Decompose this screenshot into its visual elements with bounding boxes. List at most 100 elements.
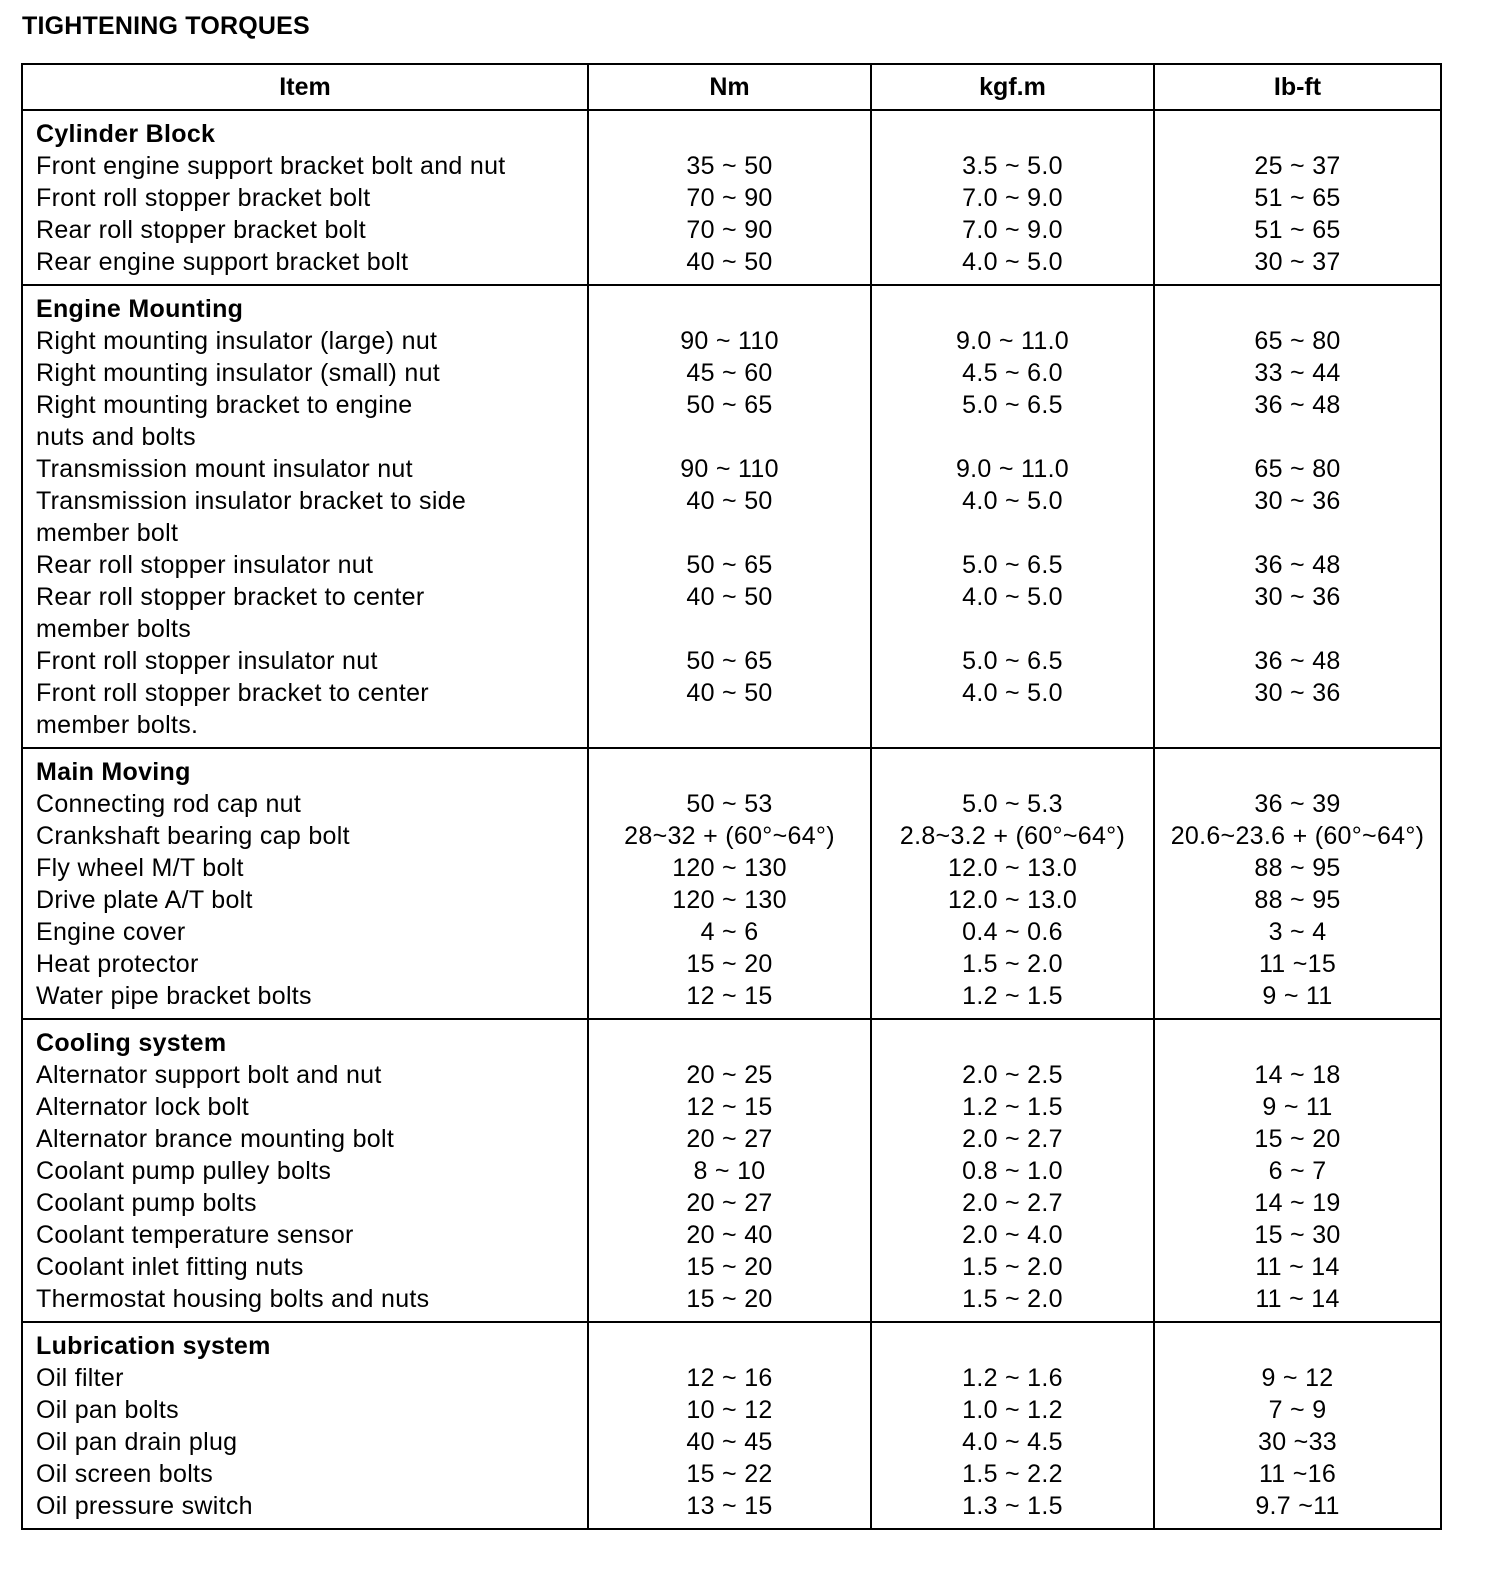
- torque-value-nm: 12 ~ 15: [686, 1093, 773, 1121]
- table-section: Cooling system Alternator support bolt an…: [21, 1018, 1442, 1323]
- nm-cell: 50 ~ 53 28~32 + (60°~64°) 120 ~ 130 120 ~ 1…: [587, 747, 872, 1020]
- torque-value-kgf: 2.0 ~ 2.7: [962, 1189, 1063, 1217]
- torque-value-nm: 4 ~ 6: [700, 918, 759, 946]
- torque-value-nm: 15 ~ 22: [686, 1460, 773, 1488]
- torque-value-nm: 40 ~ 50: [686, 679, 773, 707]
- item-name: Connecting rod cap nut: [36, 790, 302, 818]
- kgfm-cell: 3.5 ~ 5.0 7.0 ~ 9.0 7.0 ~ 9.0 4.0 ~ 5.0: [870, 109, 1155, 286]
- item-name: Transmission mount insulator nut: [36, 455, 413, 483]
- item-name: member bolts.: [36, 711, 199, 739]
- spacer-line: [872, 1027, 1153, 1059]
- column-header-item: Item: [21, 63, 589, 111]
- torque-value-lbft: 9 ~ 11: [1262, 982, 1333, 1010]
- item-name: Coolant temperature sensor: [36, 1221, 354, 1249]
- header-row: Item Nm kgf.m Ib-ft: [21, 63, 1442, 111]
- torque-value-nm: 13 ~ 15: [686, 1492, 773, 1520]
- torque-value-kgf: 4.0 ~ 5.0: [962, 583, 1063, 611]
- lbft-cell: 9 ~ 12 7 ~ 9 30 ~33 11 ~16 9.7 ~11: [1153, 1321, 1442, 1530]
- torque-value-lbft: 25 ~ 37: [1254, 152, 1341, 180]
- lbft-cell: 36 ~ 39 20.6~23.6 + (60°~64°) 88 ~ 95 88 ~ …: [1153, 747, 1442, 1020]
- spacer-line: [1155, 613, 1440, 645]
- torque-value-nm: 50 ~ 65: [686, 647, 773, 675]
- torque-value-lbft: 65 ~ 80: [1254, 327, 1341, 355]
- torque-value-nm: 12 ~ 16: [686, 1364, 773, 1392]
- item-name: member bolts: [36, 615, 192, 643]
- item-name: Oil pan bolts: [36, 1396, 179, 1424]
- table-section: Cylinder Block Front engine support brack…: [21, 109, 1442, 286]
- torque-value-kgf: 2.0 ~ 2.5: [962, 1061, 1063, 1089]
- torque-value-nm: 70 ~ 90: [686, 216, 773, 244]
- item-name: member bolt: [36, 519, 179, 547]
- torque-value-lbft: 36 ~ 48: [1254, 647, 1341, 675]
- item-name: Coolant pump pulley bolts: [36, 1157, 332, 1185]
- torque-value-nm: 35 ~ 50: [686, 152, 773, 180]
- item-name: Rear engine support bracket bolt: [36, 248, 409, 276]
- section-heading: Lubrication system: [36, 1332, 271, 1360]
- torque-value-lbft: 11 ~16: [1258, 1460, 1337, 1488]
- item-cell: Engine Mounting Right mounting insulator …: [21, 284, 589, 749]
- table-section: Engine Mounting Right mounting insulator …: [21, 284, 1442, 749]
- torque-value-kgf: 1.5 ~ 2.2: [962, 1460, 1063, 1488]
- torque-value-kgf: 4.5 ~ 6.0: [962, 359, 1063, 387]
- item-name: Right mounting insulator (small) nut: [36, 359, 441, 387]
- torque-value-nm: 50 ~ 65: [686, 391, 773, 419]
- torque-value-lbft: 51 ~ 65: [1254, 216, 1341, 244]
- spacer-line: [872, 709, 1153, 741]
- item-name: Engine cover: [36, 918, 186, 946]
- kgfm-cell: 2.0 ~ 2.5 1.2 ~ 1.5 2.0 ~ 2.7 0.8 ~ 1.0 2.0 …: [870, 1018, 1155, 1323]
- spacer-line: [872, 118, 1153, 150]
- page-title: TIGHTENING TORQUES: [22, 12, 310, 40]
- torque-value-kgf: 1.2 ~ 1.6: [962, 1364, 1063, 1392]
- torque-value-nm: 50 ~ 65: [686, 551, 773, 579]
- item-name: Coolant inlet fitting nuts: [36, 1253, 304, 1281]
- torque-value-lbft: 9.7 ~11: [1255, 1492, 1340, 1520]
- torque-value-nm: 20 ~ 25: [686, 1061, 773, 1089]
- torque-value-nm: 20 ~ 40: [686, 1221, 773, 1249]
- torque-value-kgf: 5.0 ~ 6.5: [962, 647, 1063, 675]
- table-section: Lubrication system Oil filter Oil pan bolt…: [21, 1321, 1442, 1530]
- item-name: Alternator lock bolt: [36, 1093, 250, 1121]
- torque-value-kgf: 5.0 ~ 6.5: [962, 391, 1063, 419]
- item-cell: Lubrication system Oil filter Oil pan bolt…: [21, 1321, 589, 1530]
- spacer-line: [1155, 1330, 1440, 1362]
- torque-value-lbft: 7 ~ 9: [1268, 1396, 1327, 1424]
- item-name: nuts and bolts: [36, 423, 196, 451]
- spacer-line: [872, 756, 1153, 788]
- torque-value-nm: 15 ~ 20: [686, 1285, 773, 1313]
- torque-value-lbft: 36 ~ 39: [1254, 790, 1341, 818]
- item-cell: Main Moving Connecting rod cap nut Cranksh…: [21, 747, 589, 1020]
- spacer-line: [589, 517, 870, 549]
- torque-value-lbft: 30 ~ 36: [1254, 679, 1341, 707]
- section-heading: Engine Mounting: [36, 295, 244, 323]
- torque-value-kgf: 0.4 ~ 0.6: [962, 918, 1063, 946]
- nm-cell: 90 ~ 110 45 ~ 60 50 ~ 65 90 ~ 110 40 ~ 50 50 …: [587, 284, 872, 749]
- item-name: Transmission insulator bracket to side: [36, 487, 467, 515]
- table-section: Main Moving Connecting rod cap nut Cranksh…: [21, 747, 1442, 1020]
- torque-value-kgf: 4.0 ~ 4.5: [962, 1428, 1063, 1456]
- torque-value-kgf: 7.0 ~ 9.0: [962, 184, 1063, 212]
- spacer-line: [1155, 421, 1440, 453]
- torque-value-kgf: 1.3 ~ 1.5: [962, 1492, 1063, 1520]
- torque-value-lbft: 30 ~ 36: [1254, 487, 1341, 515]
- torque-value-kgf: 0.8 ~ 1.0: [962, 1157, 1063, 1185]
- torque-value-lbft: 36 ~ 48: [1254, 551, 1341, 579]
- torque-value-kgf: 1.0 ~ 1.2: [962, 1396, 1063, 1424]
- torque-value-nm: 40 ~ 50: [686, 583, 773, 611]
- spacer-line: [589, 118, 870, 150]
- torque-value-lbft: 30 ~ 37: [1254, 248, 1341, 276]
- item-name: Fly wheel M/T bolt: [36, 854, 244, 882]
- torque-value-kgf: 12.0 ~ 13.0: [947, 854, 1078, 882]
- spacer-line: [1155, 517, 1440, 549]
- torque-value-nm: 10 ~ 12: [686, 1396, 773, 1424]
- torque-value-kgf: 12.0 ~ 13.0: [947, 886, 1078, 914]
- torque-value-lbft: 15 ~ 20: [1254, 1125, 1341, 1153]
- spacer-line: [1155, 709, 1440, 741]
- torque-value-nm: 28~32 + (60°~64°): [624, 822, 835, 850]
- torque-value-lbft: 65 ~ 80: [1254, 455, 1341, 483]
- item-name: Front roll stopper insulator nut: [36, 647, 378, 675]
- torque-value-lbft: 14 ~ 18: [1254, 1061, 1341, 1089]
- column-header-kgfm: kgf.m: [870, 63, 1155, 111]
- torque-value-lbft: 6 ~ 7: [1268, 1157, 1327, 1185]
- torque-value-nm: 90 ~ 110: [680, 455, 779, 483]
- torque-value-nm: 40 ~ 50: [686, 487, 773, 515]
